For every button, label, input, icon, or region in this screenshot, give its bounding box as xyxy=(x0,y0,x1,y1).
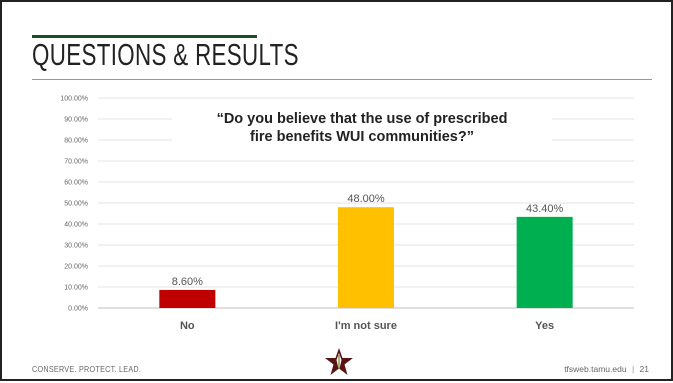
chart-title-line-1: “Do you believe that the use of prescrib… xyxy=(216,111,508,127)
star-logo-icon xyxy=(325,348,353,375)
x-category-label: No xyxy=(180,320,195,332)
x-category-label: I'm not sure xyxy=(335,320,397,332)
title-divider xyxy=(32,79,652,80)
y-tick-label: 40.00% xyxy=(64,222,88,229)
data-label: 8.60% xyxy=(172,276,203,288)
data-label: 48.00% xyxy=(347,193,385,205)
chart-title: “Do you believe that the use of prescrib… xyxy=(172,108,552,148)
bar-i-m-not-sure xyxy=(338,207,394,308)
y-tick-label: 80.00% xyxy=(64,138,88,145)
page-number: 21 xyxy=(639,364,649,374)
y-tick-label: 0.00% xyxy=(68,306,88,313)
footer-separator: | xyxy=(631,364,635,374)
footer-tagline: CONSERVE. PROTECT. LEAD. xyxy=(32,364,142,374)
y-tick-label: 10.00% xyxy=(64,285,88,292)
y-tick-label: 60.00% xyxy=(64,180,88,187)
y-tick-label: 20.00% xyxy=(64,264,88,271)
bar-no xyxy=(159,289,216,308)
title-accent-bar xyxy=(32,35,257,38)
y-tick-label: 30.00% xyxy=(64,243,88,250)
y-tick-label: 50.00% xyxy=(64,201,88,208)
chart-title-line-2: fire benefits WUI communities?” xyxy=(250,129,474,145)
data-label: 43.40% xyxy=(526,203,564,215)
page-title: QUESTIONS & RESULTS xyxy=(32,37,299,72)
y-tick-label: 70.00% xyxy=(64,159,88,166)
y-tick-label: 90.00% xyxy=(64,117,88,124)
x-category-label: Yes xyxy=(535,320,554,332)
y-tick-label: 100.00% xyxy=(60,96,88,103)
footer-url: tfsweb.tamu.edu xyxy=(564,364,627,374)
bar-yes xyxy=(516,216,573,308)
footer-right: tfsweb.tamu.edu | 21 xyxy=(564,364,649,374)
